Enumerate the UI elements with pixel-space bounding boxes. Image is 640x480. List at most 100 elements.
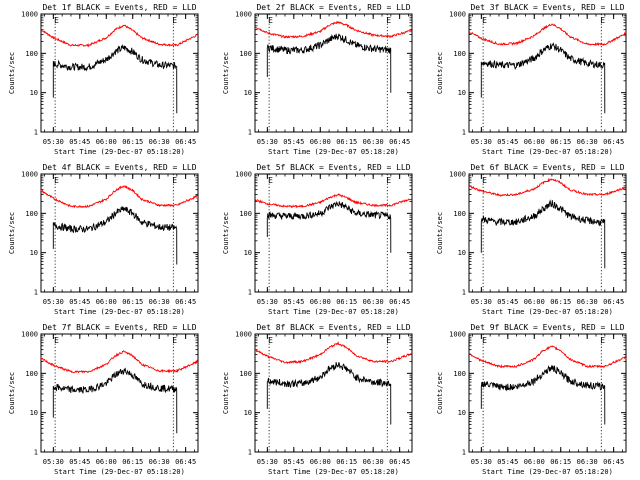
y-tick-label: 1: [34, 449, 38, 457]
plot-frame: [254, 173, 413, 293]
y-tick-label: 10: [244, 409, 252, 417]
x-tick-label: 05:45: [497, 458, 518, 466]
x-tick-label: 06:00: [310, 458, 331, 466]
chart-panel-2: Det 2f BLACK = Events, RED = LLD 1 10 100 10…: [222, 3, 413, 156]
y-tick-label: 10: [458, 89, 466, 97]
y-tick-label: 10: [458, 409, 466, 417]
lld-series-line: [40, 185, 198, 209]
x-tick-label: 05:30: [471, 458, 492, 466]
x-tick-label: 05:30: [43, 458, 64, 466]
events-series-line: [266, 362, 392, 425]
x-tick-label: 06:45: [603, 138, 624, 146]
event-marker-label: E: [54, 16, 59, 25]
event-marker-label: E: [54, 336, 59, 345]
chart-panel-6: Det 6f BLACK = Events, RED = LLD 1 10 100 10…: [436, 163, 627, 316]
y-tick-label: 1000: [21, 331, 38, 339]
lld-series-line: [254, 20, 413, 39]
chart-title: Det 8f BLACK = Events, RED = LLD: [256, 323, 410, 332]
x-tick-label: 06:15: [336, 298, 357, 306]
event-marker-label: E: [268, 176, 273, 185]
x-tick-label: 05:30: [43, 298, 64, 306]
events-series-line: [266, 33, 392, 93]
y-axis-label: Counts/sec: [222, 52, 230, 94]
chart-panel-1: Det 1f BLACK = Events, RED = LLD 1 10 100 10…: [8, 3, 199, 156]
event-marker-label: E: [172, 16, 177, 25]
event-marker-label: E: [172, 336, 177, 345]
y-tick-label: 1000: [21, 11, 38, 19]
event-marker-label: E: [482, 176, 487, 185]
event-marker-label: E: [54, 176, 59, 185]
y-tick-label: 10: [30, 409, 38, 417]
x-tick-label: 05:30: [257, 298, 278, 306]
x-axis-label: Start Time (29-Dec-07 05:18:20): [482, 148, 613, 156]
y-tick-label: 10: [30, 249, 38, 257]
plot-frame: [468, 333, 627, 453]
x-tick-label: 06:45: [175, 138, 196, 146]
chart-title: Det 2f BLACK = Events, RED = LLD: [256, 3, 410, 12]
event-marker-label: E: [386, 16, 391, 25]
events-series-line: [480, 365, 606, 425]
event-marker-label: E: [172, 176, 177, 185]
chart-title: Det 5f BLACK = Events, RED = LLD: [256, 163, 410, 172]
event-marker-label: E: [268, 16, 273, 25]
chart-title: Det 1f BLACK = Events, RED = LLD: [42, 3, 196, 12]
events-series-line: [52, 367, 178, 434]
x-tick-label: 06:00: [524, 298, 545, 306]
chart-title: Det 6f BLACK = Events, RED = LLD: [470, 163, 624, 172]
y-axis-label: Counts/sec: [8, 52, 16, 94]
y-tick-label: 100: [239, 210, 252, 218]
x-tick-label: 06:15: [122, 458, 143, 466]
y-tick-label: 1000: [235, 171, 252, 179]
y-tick-label: 1000: [449, 11, 466, 19]
x-tick-label: 06:00: [524, 458, 545, 466]
x-tick-label: 06:15: [122, 138, 143, 146]
events-series-line: [480, 199, 606, 269]
y-tick-label: 100: [25, 210, 38, 218]
chart-title: Det 9f BLACK = Events, RED = LLD: [470, 323, 624, 332]
event-marker-label: E: [268, 336, 273, 345]
lld-series-line: [40, 349, 199, 374]
chart-panel-5: Det 5f BLACK = Events, RED = LLD 1 10 100 10…: [222, 163, 413, 316]
y-axis-label: Counts/sec: [222, 212, 230, 254]
x-tick-label: 05:45: [69, 298, 90, 306]
y-tick-label: 10: [458, 249, 466, 257]
y-axis-label: Counts/sec: [436, 52, 444, 94]
event-marker-label: E: [600, 176, 605, 185]
events-series-line: [266, 201, 392, 253]
lld-series-line: [468, 23, 627, 47]
y-tick-label: 100: [25, 370, 38, 378]
chart-panel-4: Det 4f BLACK = Events, RED = LLD 1 10 100 10…: [8, 163, 199, 316]
y-tick-label: 1000: [449, 171, 466, 179]
x-tick-label: 06:30: [363, 298, 384, 306]
x-axis-label: Start Time (29-Dec-07 05:18:20): [54, 468, 185, 476]
x-tick-label: 05:45: [69, 138, 90, 146]
x-tick-label: 05:30: [257, 138, 278, 146]
plot-frame: [254, 333, 413, 453]
x-tick-label: 06:00: [310, 298, 331, 306]
x-tick-label: 05:45: [283, 138, 304, 146]
y-tick-label: 1: [34, 289, 38, 297]
x-tick-label: 06:45: [603, 458, 624, 466]
plot-frame: [40, 173, 199, 293]
x-tick-label: 05:45: [497, 138, 518, 146]
x-tick-label: 06:15: [550, 458, 571, 466]
x-tick-label: 06:45: [389, 298, 410, 306]
plot-frame: [40, 13, 199, 133]
x-tick-label: 06:45: [175, 458, 196, 466]
y-axis-label: Counts/sec: [8, 212, 16, 254]
chart-title: Det 7f BLACK = Events, RED = LLD: [42, 323, 196, 332]
chart-panel-7: Det 7f BLACK = Events, RED = LLD 1 10 100 10…: [8, 323, 199, 476]
chart-title: Det 4f BLACK = Events, RED = LLD: [42, 163, 196, 172]
y-tick-label: 10: [244, 249, 252, 257]
events-series-line: [480, 42, 606, 114]
plot-frame: [468, 13, 627, 133]
y-tick-label: 10: [244, 89, 252, 97]
plot-frame: [40, 333, 199, 453]
y-axis-label: Counts/sec: [436, 372, 444, 414]
chart-panel-9: Det 9f BLACK = Events, RED = LLD 1 10 100 10…: [436, 323, 627, 476]
events-series-line: [52, 43, 178, 114]
x-tick-label: 06:45: [603, 298, 624, 306]
x-axis-label: Start Time (29-Dec-07 05:18:20): [268, 148, 399, 156]
y-tick-label: 100: [239, 370, 252, 378]
y-tick-label: 100: [453, 50, 466, 58]
